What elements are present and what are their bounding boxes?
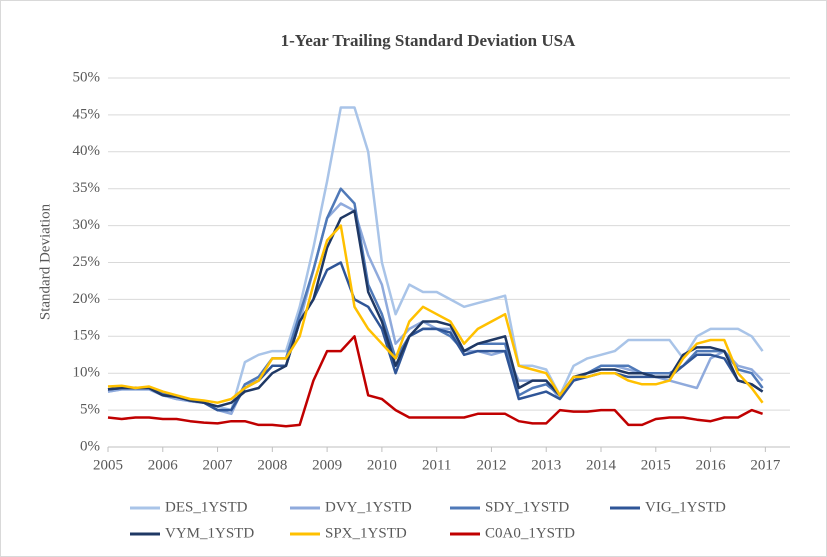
y-tick-label: 10%	[73, 365, 101, 381]
series-line	[107, 209, 764, 408]
y-tick-label: 25%	[73, 254, 101, 270]
legend-label: SDY_1YSTD	[485, 499, 569, 515]
y-tick-label: 0%	[80, 438, 100, 454]
y-tick-label: 35%	[73, 180, 101, 196]
y-tick-label: 5%	[80, 402, 100, 418]
legend-label: SPX_1YSTD	[325, 525, 407, 541]
chart-title: 1-Year Trailing Standard Deviation USA	[281, 31, 576, 50]
x-tick-label: 2010	[367, 457, 397, 473]
series-line	[107, 224, 764, 404]
legend-label: VIG_1YSTD	[645, 499, 726, 515]
x-tick-label: 2011	[422, 457, 451, 473]
y-tick-label: 50%	[73, 69, 101, 85]
x-tick-label: 2006	[148, 457, 179, 473]
x-tick-label: 2014	[586, 457, 617, 473]
y-tick-label: 20%	[73, 291, 101, 307]
legend-label: DVY_1YSTD	[325, 499, 412, 515]
legend-label: C0A0_1YSTD	[485, 525, 575, 541]
x-tick-label: 2017	[750, 457, 781, 473]
legend-label: VYM_1YSTD	[165, 525, 254, 541]
x-tick-label: 2008	[257, 457, 287, 473]
legend-label: DES_1YSTD	[165, 499, 248, 515]
y-tick-label: 45%	[73, 106, 101, 122]
x-tick-label: 2012	[476, 457, 506, 473]
y-axis-label: Standard Deviation	[37, 203, 53, 320]
x-tick-label: 2016	[696, 457, 727, 473]
y-tick-label: 15%	[73, 328, 101, 344]
x-tick-label: 2007	[203, 457, 234, 473]
x-tick-label: 2015	[641, 457, 671, 473]
y-tick-label: 30%	[73, 217, 101, 233]
series-line	[107, 335, 764, 428]
x-tick-label: 2009	[312, 457, 342, 473]
x-tick-label: 2013	[531, 457, 561, 473]
y-tick-label: 40%	[73, 143, 101, 159]
x-tick-label: 2005	[93, 457, 123, 473]
